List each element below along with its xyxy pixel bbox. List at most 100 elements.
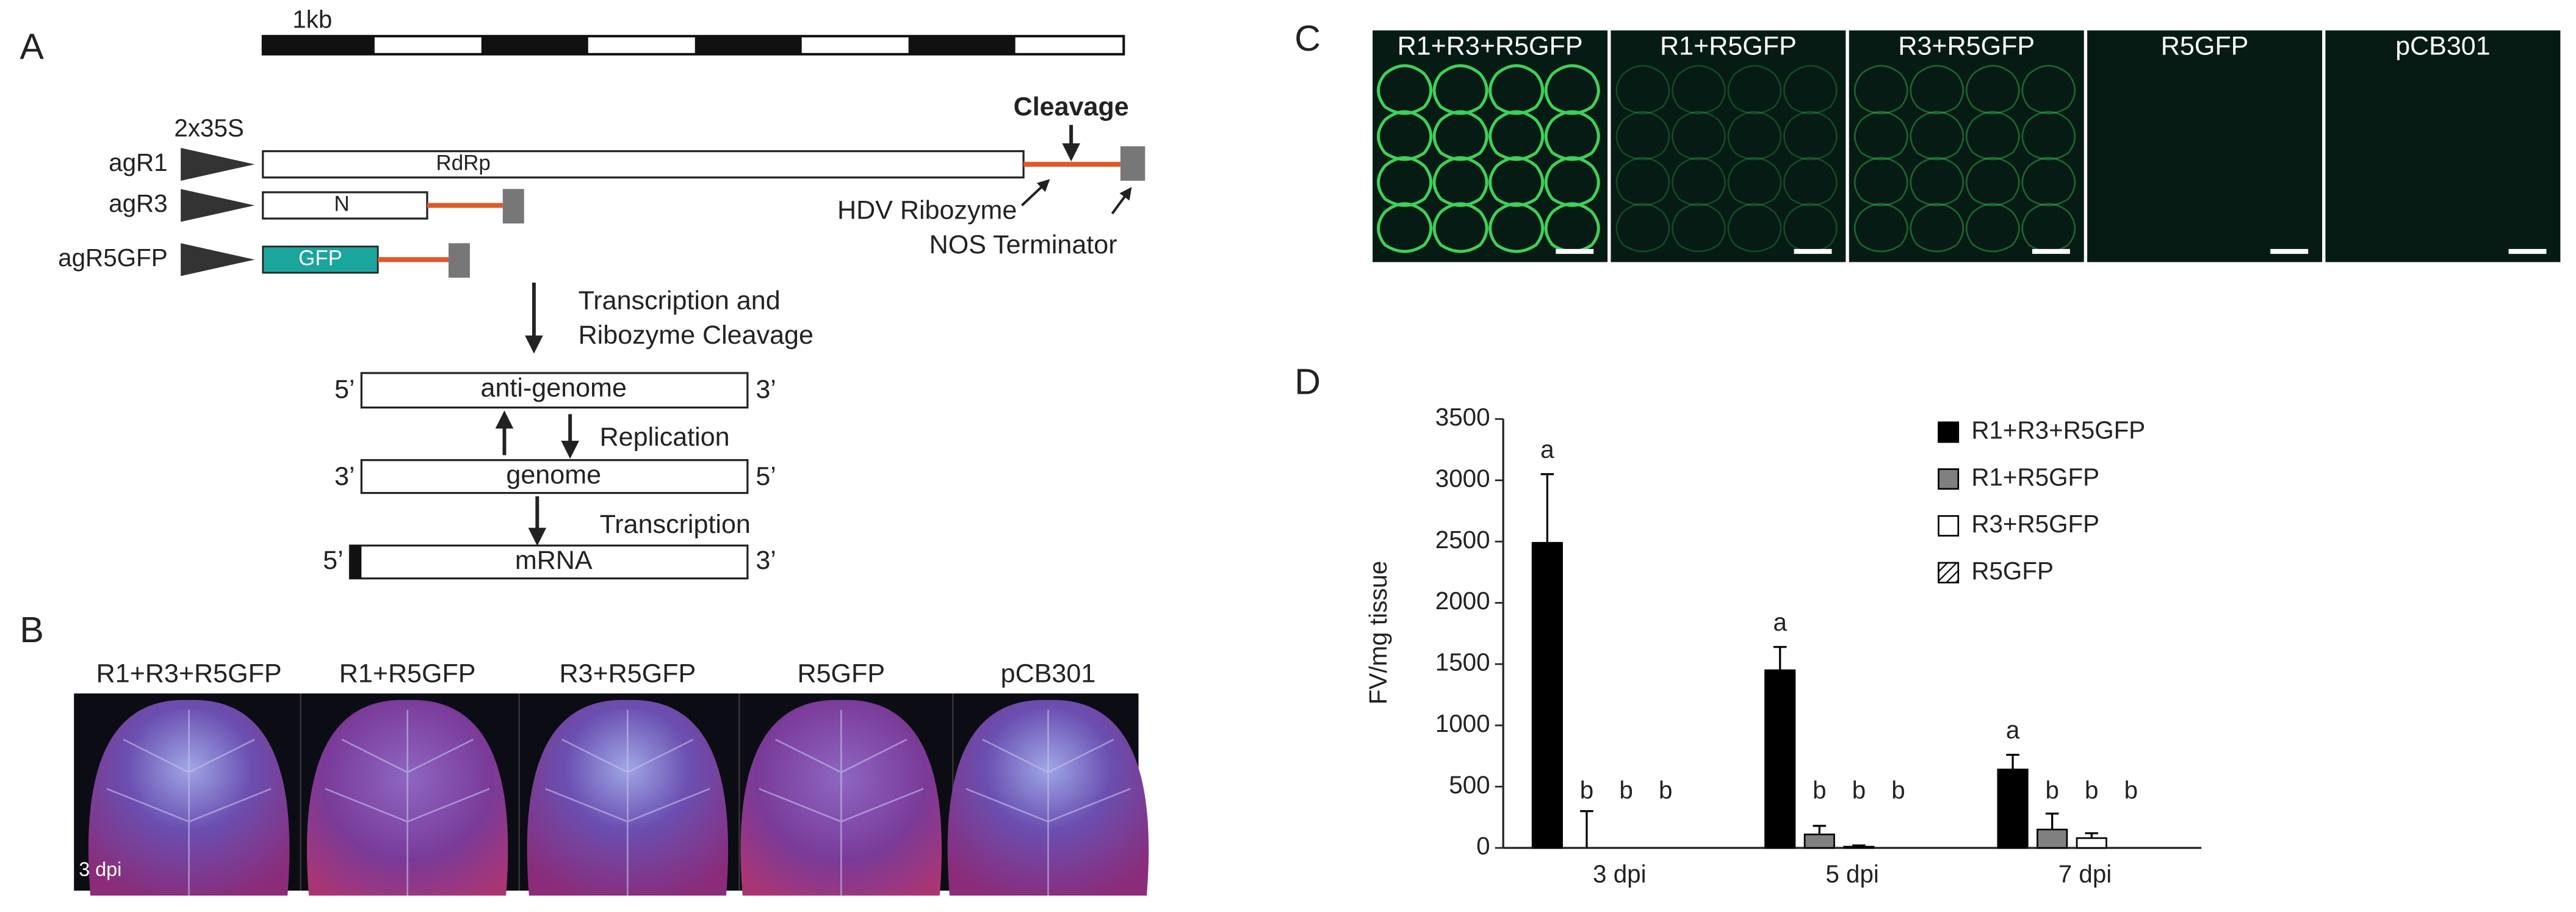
panel-label: D	[1294, 361, 1321, 402]
sample-label: pCB301	[1001, 659, 1096, 689]
cell-outline	[1783, 157, 1838, 206]
strand-label: mRNA	[515, 546, 593, 575]
cell-outline	[1910, 65, 1964, 114]
panel-c: C R1+R3+R5GFP R1+R5GFP R3+R5GFP R5GFP pCB301	[1294, 18, 2563, 264]
cell-outline	[1488, 156, 1545, 207]
sample-label: R5GFP	[798, 659, 886, 689]
cell-outline	[1432, 156, 1488, 207]
sample-label: R1+R3+R5GFP	[96, 659, 282, 689]
strand-label: genome	[506, 460, 601, 490]
promoter	[181, 189, 255, 222]
panel-label: C	[1294, 18, 1321, 59]
strand-label: anti-genome	[481, 373, 627, 402]
cell-outline	[1432, 202, 1488, 253]
cell-outline	[1910, 157, 1964, 206]
significance-label: b	[1580, 776, 1593, 804]
micrograph	[1609, 29, 1848, 264]
significance-label: a	[2006, 715, 2020, 744]
significance-label: b	[1619, 776, 1633, 804]
arrow	[1111, 187, 1132, 215]
terminator	[448, 243, 470, 278]
gene-label: N	[334, 192, 349, 216]
cell-outline	[1783, 65, 1838, 114]
strand-end: 5’	[334, 375, 355, 404]
scale-seg	[908, 36, 1016, 54]
timepoint-label: 3 dpi	[79, 858, 121, 880]
cell-outline	[1544, 202, 1600, 253]
step-label: Replication	[600, 422, 730, 452]
cell-outline	[2021, 203, 2076, 253]
cell-outline	[1910, 110, 1964, 161]
construct-name: agR5GFP	[58, 244, 167, 272]
gene-box	[262, 245, 379, 274]
cell-outline	[1672, 65, 1726, 114]
scale-label: 1kb	[292, 5, 332, 34]
cell-outline	[1377, 110, 1433, 161]
strand-end: 3’	[756, 546, 776, 575]
significance-label: b	[2085, 776, 2098, 804]
significance-label: b	[2045, 776, 2058, 804]
cell-outline	[1432, 110, 1488, 161]
legend-label: R1+R3+R5GFP	[1971, 416, 2145, 444]
strand-end: 3’	[334, 462, 355, 491]
x-tick-label: 5 dpi	[1825, 860, 1879, 888]
sample-label: R1+R5GFP	[339, 659, 476, 689]
y-tick-label: 2500	[1435, 526, 1490, 554]
significance-label: b	[1852, 776, 1866, 804]
cell-outline	[1544, 156, 1600, 207]
cell-outline	[1853, 203, 1908, 253]
cleavage-label: Cleavage	[1014, 92, 1129, 121]
significance-label: a	[1773, 608, 1787, 636]
step-label: Ribozyme Cleavage	[579, 320, 814, 350]
cell-outline	[1783, 203, 1838, 253]
sample-label: R1+R3+R5GFP	[1398, 31, 1583, 60]
y-tick-label: 3000	[1435, 464, 1490, 492]
cell-outline	[1965, 110, 2020, 161]
cell-outline	[1727, 110, 1782, 161]
cell-outline	[2021, 110, 2076, 161]
vein	[325, 709, 490, 896]
y-tick-label: 2000	[1435, 587, 1490, 615]
legend-swatch	[1938, 421, 1960, 443]
cell-outline	[2021, 65, 2076, 114]
step-label: Transcription	[600, 510, 751, 539]
scale-seg	[262, 36, 375, 54]
promoter	[181, 243, 255, 277]
micrograph	[1847, 29, 2086, 264]
y-tick-label: 1500	[1435, 648, 1490, 676]
y-tick-label: 0	[1476, 832, 1490, 860]
cell-outline	[1615, 157, 1670, 206]
cell-outline	[1544, 64, 1600, 115]
terminator-label: NOS Terminator	[929, 230, 1117, 259]
gene-label: GFP	[298, 247, 342, 270]
significance-label: b	[1813, 776, 1826, 804]
cell-outline	[1672, 110, 1726, 161]
gene-box	[262, 150, 1025, 179]
vein	[759, 709, 924, 896]
significance-label: b	[1891, 776, 1905, 804]
strand-box	[360, 459, 749, 494]
y-tick-label: 1000	[1435, 709, 1490, 737]
sample-label: R1+R5GFP	[1660, 31, 1797, 60]
cell-outline	[1727, 65, 1782, 114]
strand-end: 5’	[756, 462, 776, 491]
bar	[2076, 837, 2107, 849]
significance-label: b	[2124, 776, 2138, 804]
sample-label: R5GFP	[2161, 31, 2249, 60]
panel-label: A	[20, 26, 44, 67]
construct-name: agR3	[109, 189, 167, 217]
x-tick-label: 7 dpi	[2058, 860, 2112, 888]
y-tick-label: 500	[1449, 770, 1490, 798]
cell-outline	[1727, 203, 1782, 253]
ribozyme-label: HDV Ribozyme	[837, 196, 1017, 225]
micrograph	[2323, 29, 2563, 264]
strand-end: 3’	[756, 375, 776, 404]
scale-seg	[695, 36, 802, 54]
cap	[350, 545, 362, 579]
cell-outline	[1965, 203, 2020, 253]
strand-end: 5’	[323, 546, 344, 575]
promoter	[181, 148, 255, 181]
construct-name: agR1	[109, 148, 167, 176]
